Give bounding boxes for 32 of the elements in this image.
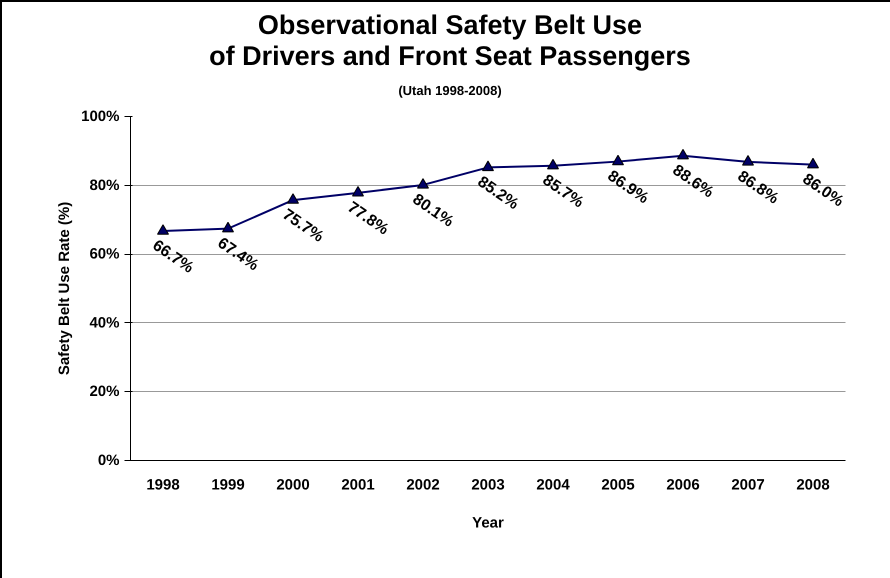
- point: [807, 157, 819, 168]
- chart-subtitle: (Utah 1998-2008): [398, 82, 502, 100]
- x-tick-label: 1998: [146, 476, 180, 494]
- chart-title: Observational Safety Belt Use of Drivers and Front Seat Passengers: [209, 10, 691, 72]
- x-tick-label: 2007: [731, 476, 765, 494]
- x-tick-label: 2000: [276, 476, 310, 494]
- y-tick-label: 40%: [89, 314, 120, 332]
- point: [417, 178, 429, 188]
- y-axis-title: Safety Belt Use Rate (%): [56, 201, 74, 375]
- point: [742, 154, 754, 166]
- x-tick-label: 2004: [536, 476, 570, 494]
- y-tick-label: 80%: [89, 176, 120, 194]
- y-tick-label: 20%: [89, 382, 120, 400]
- y-tick-label: 0%: [98, 452, 120, 469]
- y-tick-label: 100%: [81, 108, 120, 125]
- y-tick-label: 60%: [89, 245, 120, 262]
- point: [222, 221, 234, 232]
- x-tick-label: 2006: [666, 476, 700, 494]
- point: [287, 192, 299, 204]
- x-tick-label: 2002: [406, 476, 440, 494]
- x-axis-title: Year: [472, 514, 504, 532]
- x-tick-label: 2001: [341, 476, 375, 494]
- point: [352, 186, 364, 196]
- x-tick-label: 1999: [211, 476, 245, 494]
- x-tick-label: 2008: [796, 476, 830, 494]
- x-tick-label: 2003: [471, 476, 505, 494]
- point: [547, 158, 559, 170]
- point: [677, 148, 689, 160]
- point: [157, 224, 169, 234]
- point: [612, 154, 624, 165]
- point: [482, 160, 494, 171]
- x-tick-label: 2005: [601, 476, 635, 494]
